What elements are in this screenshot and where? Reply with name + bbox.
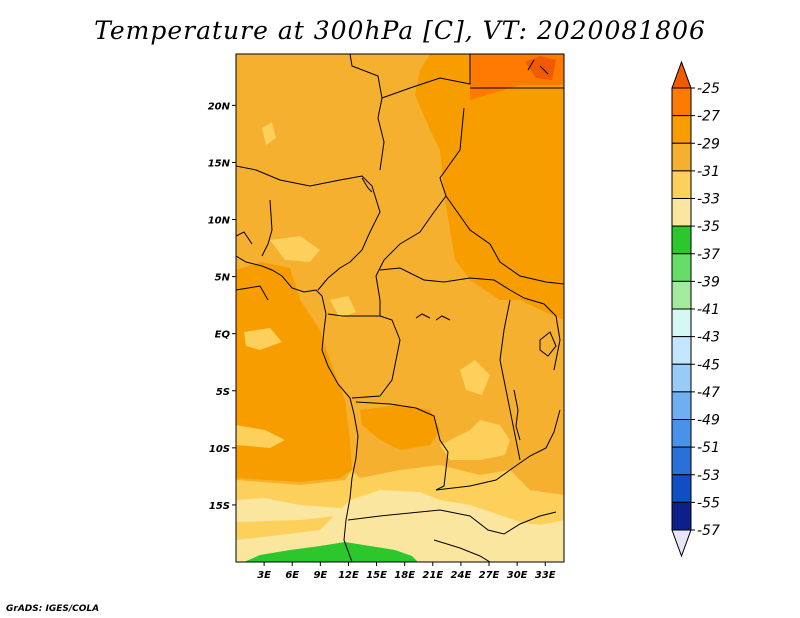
colorbar-label: -29 <box>697 136 720 152</box>
colorbar-label: -33 <box>697 192 720 208</box>
latitude-axis: 20N 15N 10N 5N EQ 5S 10S 15S <box>208 101 236 512</box>
colorbar-label: -31 <box>697 164 720 180</box>
colorbar-label: -45 <box>697 357 720 373</box>
colorbar-swatch <box>671 142 692 172</box>
colorbar-bottom-arrow <box>671 529 692 558</box>
colorbar-swatch <box>671 391 692 420</box>
x-tick-label: 21E <box>422 570 443 581</box>
colorbar-swatch <box>671 363 692 393</box>
colorbar-label: -49 <box>697 413 720 429</box>
x-tick-label: 6E <box>285 570 299 581</box>
temperature-field <box>236 54 564 562</box>
colorbar-label: -53 <box>697 468 720 484</box>
colorbar-label: -57 <box>697 523 720 539</box>
colorbar-swatch <box>671 198 692 227</box>
country-borders <box>236 54 564 562</box>
x-tick-label: 3E <box>257 570 271 581</box>
colorbar-label: -51 <box>697 440 720 456</box>
credit-text: GrADS: IGES/COLA <box>6 604 100 614</box>
map-frame <box>235 53 565 563</box>
x-tick-label: 15E <box>366 570 387 581</box>
y-tick-label: 15S <box>209 501 230 512</box>
colorbar-swatch <box>671 115 692 144</box>
y-tick-label: 5S <box>216 387 230 398</box>
colorbar-swatch <box>671 336 692 365</box>
x-tick-label: 33E <box>535 570 556 581</box>
colorbar-top-arrow <box>671 60 692 89</box>
colorbar-label: -37 <box>697 247 720 263</box>
y-tick-label: 20N <box>208 101 231 112</box>
colorbar-label: -55 <box>697 495 720 511</box>
x-tick-label: 27E <box>479 570 500 581</box>
colorbar-swatch <box>671 87 692 117</box>
colorbar-label: -43 <box>697 330 720 346</box>
colorbar-label: -41 <box>697 302 720 318</box>
colorbar-swatch <box>671 253 692 282</box>
colorbar-swatch <box>671 225 692 255</box>
x-tick-label: 24E <box>451 570 472 581</box>
y-tick-label: 5N <box>215 273 231 284</box>
y-tick-label: 10N <box>208 216 231 227</box>
map-title: Temperature at 300hPa [C], VT: 202008180… <box>94 16 706 45</box>
colorbar-swatch <box>671 280 692 310</box>
colorbar-swatch <box>671 308 692 338</box>
colorbar: -25 -27 -29 -31 -33 -35 -37 -39 -41 -43 -45 -47 -49 -… <box>671 60 720 558</box>
y-tick-label: 10S <box>209 444 230 455</box>
x-tick-label: 18E <box>394 570 415 581</box>
x-tick-label: 30E <box>507 570 528 581</box>
colorbar-label: -35 <box>697 219 720 235</box>
y-tick-label: EQ <box>215 330 231 341</box>
x-tick-label: 12E <box>338 570 359 581</box>
colorbar-swatch <box>671 474 692 503</box>
colorbar-swatch <box>671 170 692 199</box>
colorbar-swatch <box>671 419 692 448</box>
colorbar-swatch <box>671 501 692 531</box>
x-tick-label: 9E <box>313 570 327 581</box>
colorbar-swatch <box>671 446 692 476</box>
longitude-axis: 3E 6E 9E 12E 15E 18E 21E 24E 27E 30E 33E <box>257 562 556 581</box>
colorbar-label: -27 <box>697 109 720 125</box>
colorbar-label: -39 <box>697 274 720 290</box>
colorbar-label: -25 <box>697 81 720 97</box>
y-tick-label: 15N <box>208 158 231 169</box>
colorbar-label: -47 <box>697 385 720 401</box>
